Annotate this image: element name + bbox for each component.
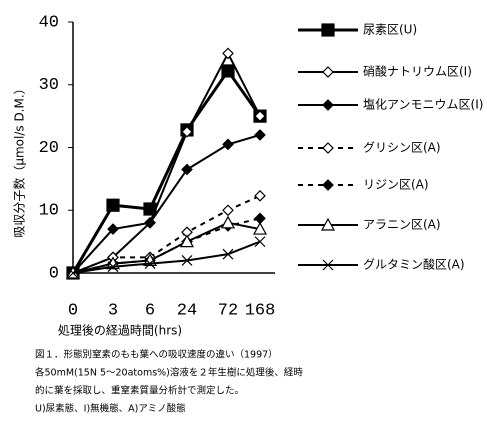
legend-label: 硝酸ナトリウム区(I) (363, 64, 472, 79)
x-tick-label: 6 (145, 301, 155, 320)
marker (179, 234, 195, 248)
x-tick-label: 72 (218, 301, 238, 320)
marker (322, 142, 334, 154)
marker (67, 267, 79, 279)
marker (254, 236, 266, 248)
x-axis-label: 処理後の経過時間(hrs) (58, 324, 182, 338)
legend-label: グルタミン酸区(A) (363, 257, 465, 272)
marker (254, 189, 266, 202)
y-tick-label: 10 (39, 202, 59, 221)
marker (322, 259, 334, 271)
legend-label: リジン区(A) (363, 178, 429, 192)
series-line (72, 221, 261, 274)
marker (320, 217, 336, 231)
caption-line: U)尿素態、I)無機態、A)アミノ酸態 (35, 403, 186, 415)
marker (106, 198, 120, 212)
marker (221, 64, 235, 78)
series-line (72, 194, 261, 274)
x-tick-label: 168 (245, 301, 276, 320)
marker (222, 248, 234, 260)
marker (254, 110, 266, 122)
marker (222, 204, 234, 217)
y-tick-label: 40 (39, 13, 59, 32)
marker (144, 216, 156, 229)
marker (181, 125, 193, 138)
y-tick-label: 20 (39, 139, 59, 158)
series-line (71, 68, 262, 274)
marker (322, 66, 334, 78)
x-tick-label: 24 (177, 301, 197, 320)
marker (220, 215, 236, 229)
legend-label: 尿素区(U) (363, 23, 417, 37)
marker (321, 23, 335, 37)
series-line (72, 240, 261, 274)
legend-label: 塩化アンモニウム区(I) (363, 97, 483, 112)
legend-label: グリシン区(A) (363, 141, 441, 155)
marker (252, 221, 268, 235)
marker (222, 138, 234, 151)
series-line (72, 133, 261, 274)
x-tick-label: 0 (68, 301, 78, 320)
y-tick-label: 30 (39, 76, 59, 95)
caption-line: 図１．形態別窒素のもも葉への吸収速度の違い（1997） (35, 349, 278, 361)
marker (144, 258, 156, 270)
marker (322, 99, 334, 111)
marker (107, 261, 119, 273)
series-line (72, 51, 261, 274)
marker (254, 129, 266, 141)
marker (181, 255, 193, 266)
marker (107, 223, 119, 235)
caption-line: 的に葉を採取し、重窒素質量分析計で測定した。 (35, 385, 244, 397)
legend-label: アラニン区(A) (363, 218, 441, 232)
y-axis-label: 吸収分子数（μmol/s D.M.） (12, 82, 27, 237)
y-tick-label: 0 (49, 264, 59, 283)
caption-line: 各50mM(15N 5～20atoms%)溶液を２年生樹に処理後、経時 (35, 367, 303, 379)
marker (322, 179, 334, 191)
x-tick-label: 3 (108, 301, 118, 320)
marker (222, 47, 234, 60)
marker (181, 163, 193, 176)
